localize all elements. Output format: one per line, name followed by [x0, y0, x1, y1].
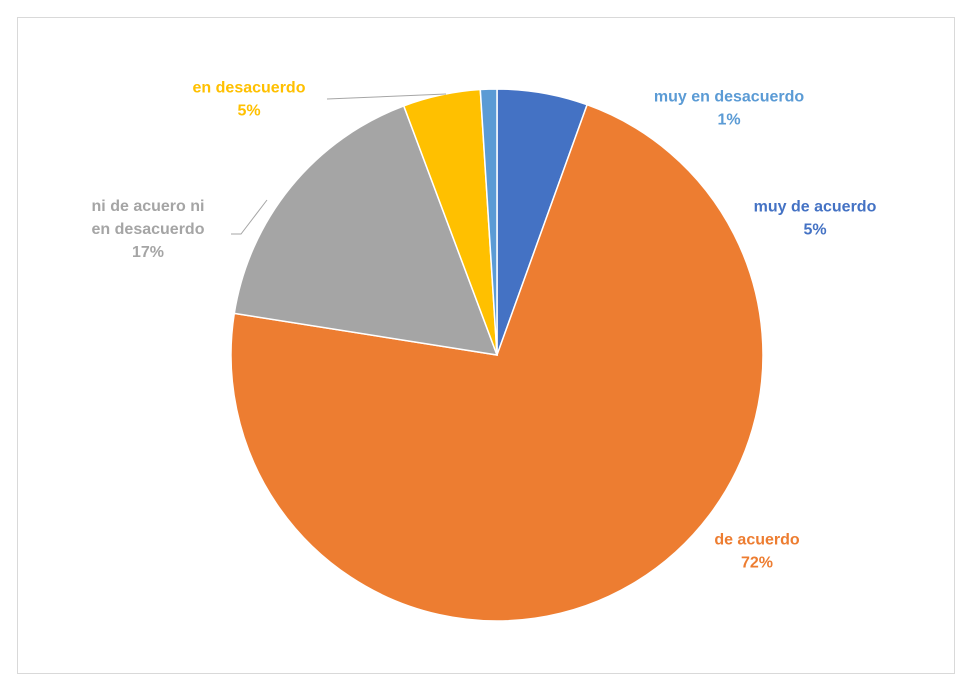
data-label-1: de acuerdo 72% — [714, 532, 800, 572]
data-label-percent: 5% — [803, 222, 826, 239]
data-label-category: de acuerdo — [714, 532, 800, 549]
leader-line-2 — [231, 199, 268, 235]
data-label-category: en desacuerdo — [193, 80, 306, 97]
data-label-percent: 1% — [717, 112, 740, 129]
data-label-percent: 17% — [132, 244, 164, 261]
data-label-2: ni de acuero ni en desacuerdo 17% — [92, 198, 205, 261]
data-label-category: muy de acuerdo — [754, 199, 877, 216]
pie-slice-4 — [479, 88, 498, 356]
pie-slice-2 — [233, 104, 499, 356]
data-label-3: en desacuerdo 5% — [193, 80, 306, 120]
data-label-percent: 5% — [237, 103, 260, 120]
data-label-category: en desacuerdo — [92, 221, 205, 238]
data-label-percent: 72% — [741, 555, 773, 572]
data-label-category: muy en desacuerdo — [654, 89, 805, 106]
data-label-4: muy en desacuerdo 1% — [654, 89, 805, 129]
leader-line-3 — [326, 93, 447, 100]
data-label-0: muy de acuerdo 5% — [754, 199, 877, 239]
pie-slice-1 — [230, 103, 764, 622]
data-label-category: ni de acuero ni — [92, 198, 205, 215]
